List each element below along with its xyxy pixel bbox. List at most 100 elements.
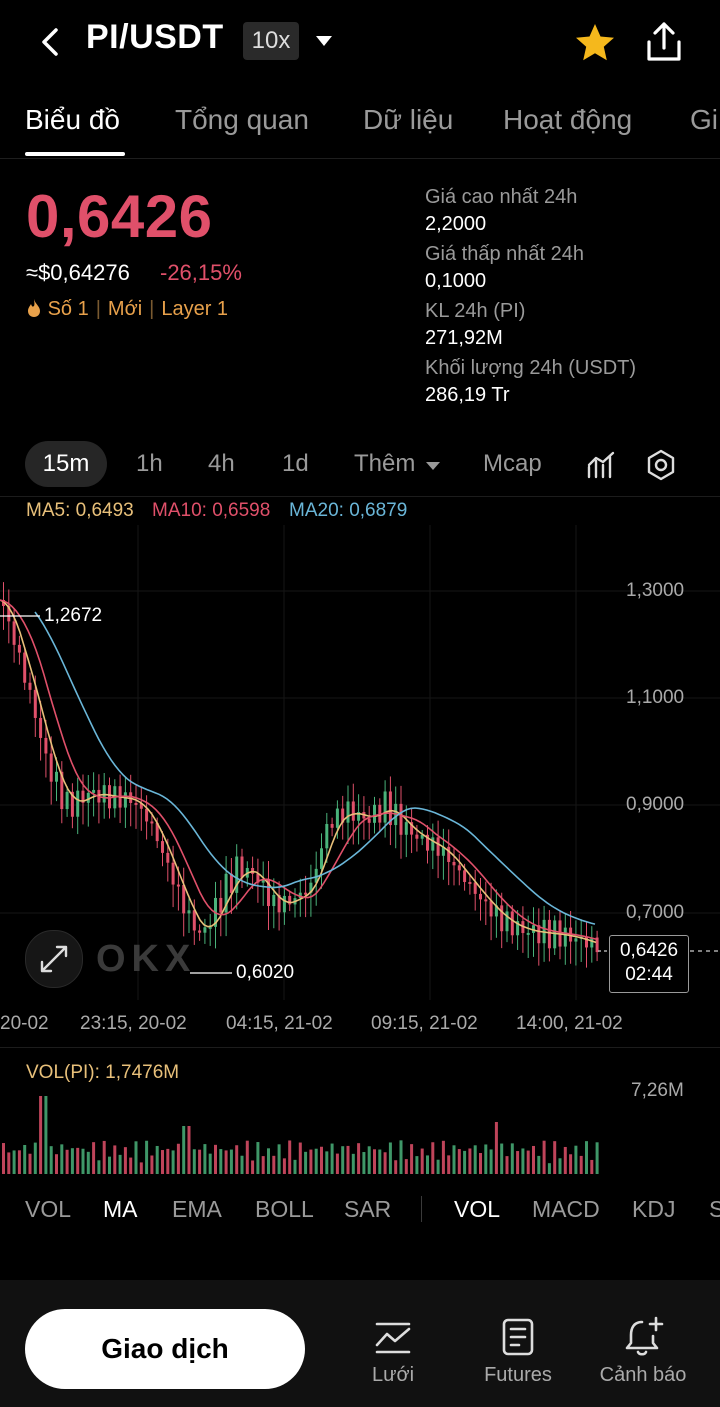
indicator-macd[interactable]: MACD [532,1196,600,1222]
volume-bar [526,1150,530,1174]
volume-bar [60,1144,64,1174]
divider [421,1196,422,1222]
indicator-boll[interactable]: BOLL [255,1196,314,1222]
indicator-ma[interactable]: MA [103,1196,138,1222]
indicator-kdj[interactable]: KDJ [632,1196,676,1222]
candle-body [155,822,159,842]
tab-chart[interactable]: Biểu đồ [25,104,120,135]
volume-bar [457,1149,461,1174]
candle-body [267,878,270,907]
indicator-icon[interactable] [586,450,616,480]
tab-activity[interactable]: Hoạt động [503,104,633,135]
candle-body [282,895,286,913]
candle-body [150,821,154,824]
nav-label-grid[interactable]: Lưới [371,1364,415,1386]
timeframe-more[interactable]: Thêm [354,450,416,477]
candle-body [505,911,509,932]
alert-bell-icon[interactable] [622,1314,666,1358]
grid-bot-icon[interactable] [373,1318,413,1358]
indicator-vol-main[interactable]: VOL [25,1196,72,1222]
nav-label-futures[interactable]: Futures [484,1364,552,1386]
volume-bar [293,1159,297,1174]
candle-body [65,791,69,810]
volume-bar [150,1155,154,1174]
volume-bar [383,1152,387,1174]
candle-body [92,789,96,793]
timeframe-15m[interactable]: 15m [25,441,107,487]
candle-body [49,753,53,782]
ma20-line [34,611,596,925]
candle-body [494,905,498,917]
usd-price: ≈$0,64276 [26,260,130,285]
volume-bar [362,1152,366,1174]
stat-label: Giá cao nhất 24h [425,186,578,208]
candle-body [479,893,482,900]
candlestick-chart[interactable] [0,525,720,1000]
share-icon[interactable] [643,20,685,64]
fire-icon [26,298,48,320]
futures-icon[interactable] [498,1316,538,1358]
stat-value: 0,1000 [425,270,487,292]
nav-label-alert[interactable]: Cảnh báo [599,1364,687,1386]
volume-bar [267,1148,270,1174]
volume-bar [388,1142,392,1174]
pair-title[interactable]: PI/USDT [86,18,224,56]
volume-bar [373,1149,376,1174]
indicator-sar[interactable]: SAR [344,1196,392,1222]
price-change: -26,15% [160,260,242,285]
timeframe-1d[interactable]: 1d [282,450,309,477]
candle-body [44,737,48,754]
volume-bar [579,1155,583,1174]
back-icon[interactable] [36,26,64,58]
indicator-ema[interactable]: EMA [172,1196,222,1222]
candle-body [235,856,239,893]
volume-bar [314,1148,318,1174]
candle-body [139,803,143,809]
volume-bar [282,1158,286,1174]
candle-body [351,801,355,821]
expand-icon [40,945,68,973]
candle-body [224,873,228,913]
volume-bar [553,1141,557,1174]
candle-body [76,790,80,817]
tab-overview[interactable]: Tổng quan [175,104,309,135]
chevron-down-icon[interactable] [314,34,334,48]
tag-layer[interactable]: Layer 1 [161,298,229,320]
tab-more[interactable]: Gi [690,104,718,135]
volume-bar [574,1145,578,1174]
candle-body [420,834,424,839]
candle-body [447,846,451,862]
expand-button[interactable] [25,930,83,988]
timeframe-4h[interactable]: 4h [208,450,235,477]
volume-bar [537,1155,541,1174]
volume-bar [500,1143,504,1174]
indicator-more[interactable]: S [709,1196,720,1222]
indicator-vol-sub[interactable]: VOL [454,1196,501,1222]
timeframe-1h[interactable]: 1h [136,450,163,477]
candle-body [399,803,403,835]
candle-body [457,865,461,871]
volume-bar [86,1151,90,1174]
candle-body [595,937,599,953]
tag-new[interactable]: Mới [107,298,143,320]
star-icon[interactable] [573,22,617,64]
candle-body [203,927,207,933]
mcap-toggle[interactable]: Mcap [483,450,542,477]
volume-bar [431,1142,435,1174]
candle-body [463,870,467,882]
settings-icon[interactable] [645,449,677,481]
volume-max-label: 7,26M [631,1080,684,1101]
volume-bar [351,1153,355,1174]
volume-chart[interactable] [0,1090,720,1176]
last-price-box: 0,6426 02:44 [609,935,689,993]
trade-button[interactable]: Giao dịch [25,1309,305,1389]
candle-body [161,841,164,853]
candle-body [123,792,127,808]
chevron-down-icon[interactable] [425,460,441,472]
volume-bar [542,1140,546,1174]
volume-bar [463,1150,467,1174]
volume-bar [341,1146,345,1174]
candle-body [532,925,535,933]
tab-data[interactable]: Dữ liệu [363,104,454,135]
tag-rank[interactable]: Số 1 [47,298,89,320]
